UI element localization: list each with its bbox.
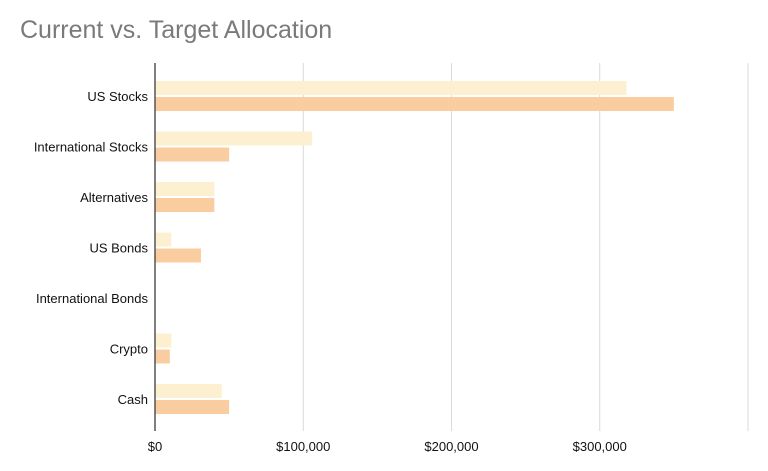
x-tick-label: $0 [148,439,162,454]
category-label: Alternatives [80,190,148,205]
category-label: Cash [118,392,148,407]
bar-series-2-us-stocks [155,97,674,111]
bar-series-2-alternatives [155,198,215,212]
bar-series-2-international-stocks [155,147,230,162]
bar-series-1-alternatives [155,182,215,196]
x-tick-label: $200,000 [424,439,478,454]
bar-series-2-crypto [155,349,170,364]
bar-series-1-cash [155,384,222,398]
bar-series-1-us-bonds [155,232,172,247]
x-tick-label: $300,000 [573,439,627,454]
bar-series-2-cash [155,400,230,414]
x-tick-label: $100,000 [276,439,330,454]
bar-series-1-international-stocks [155,131,313,146]
chart-title: Current vs. Target Allocation [20,16,333,44]
category-label: Crypto [110,342,148,357]
category-label: International Bonds [36,291,149,306]
bar-series-1-us-stocks [155,81,627,95]
category-label: International Stocks [34,140,149,155]
bar-series-2-us-bonds [155,248,201,263]
category-label: US Stocks [87,89,148,104]
bar-series-1-crypto [155,333,172,348]
category-label: US Bonds [89,241,148,256]
